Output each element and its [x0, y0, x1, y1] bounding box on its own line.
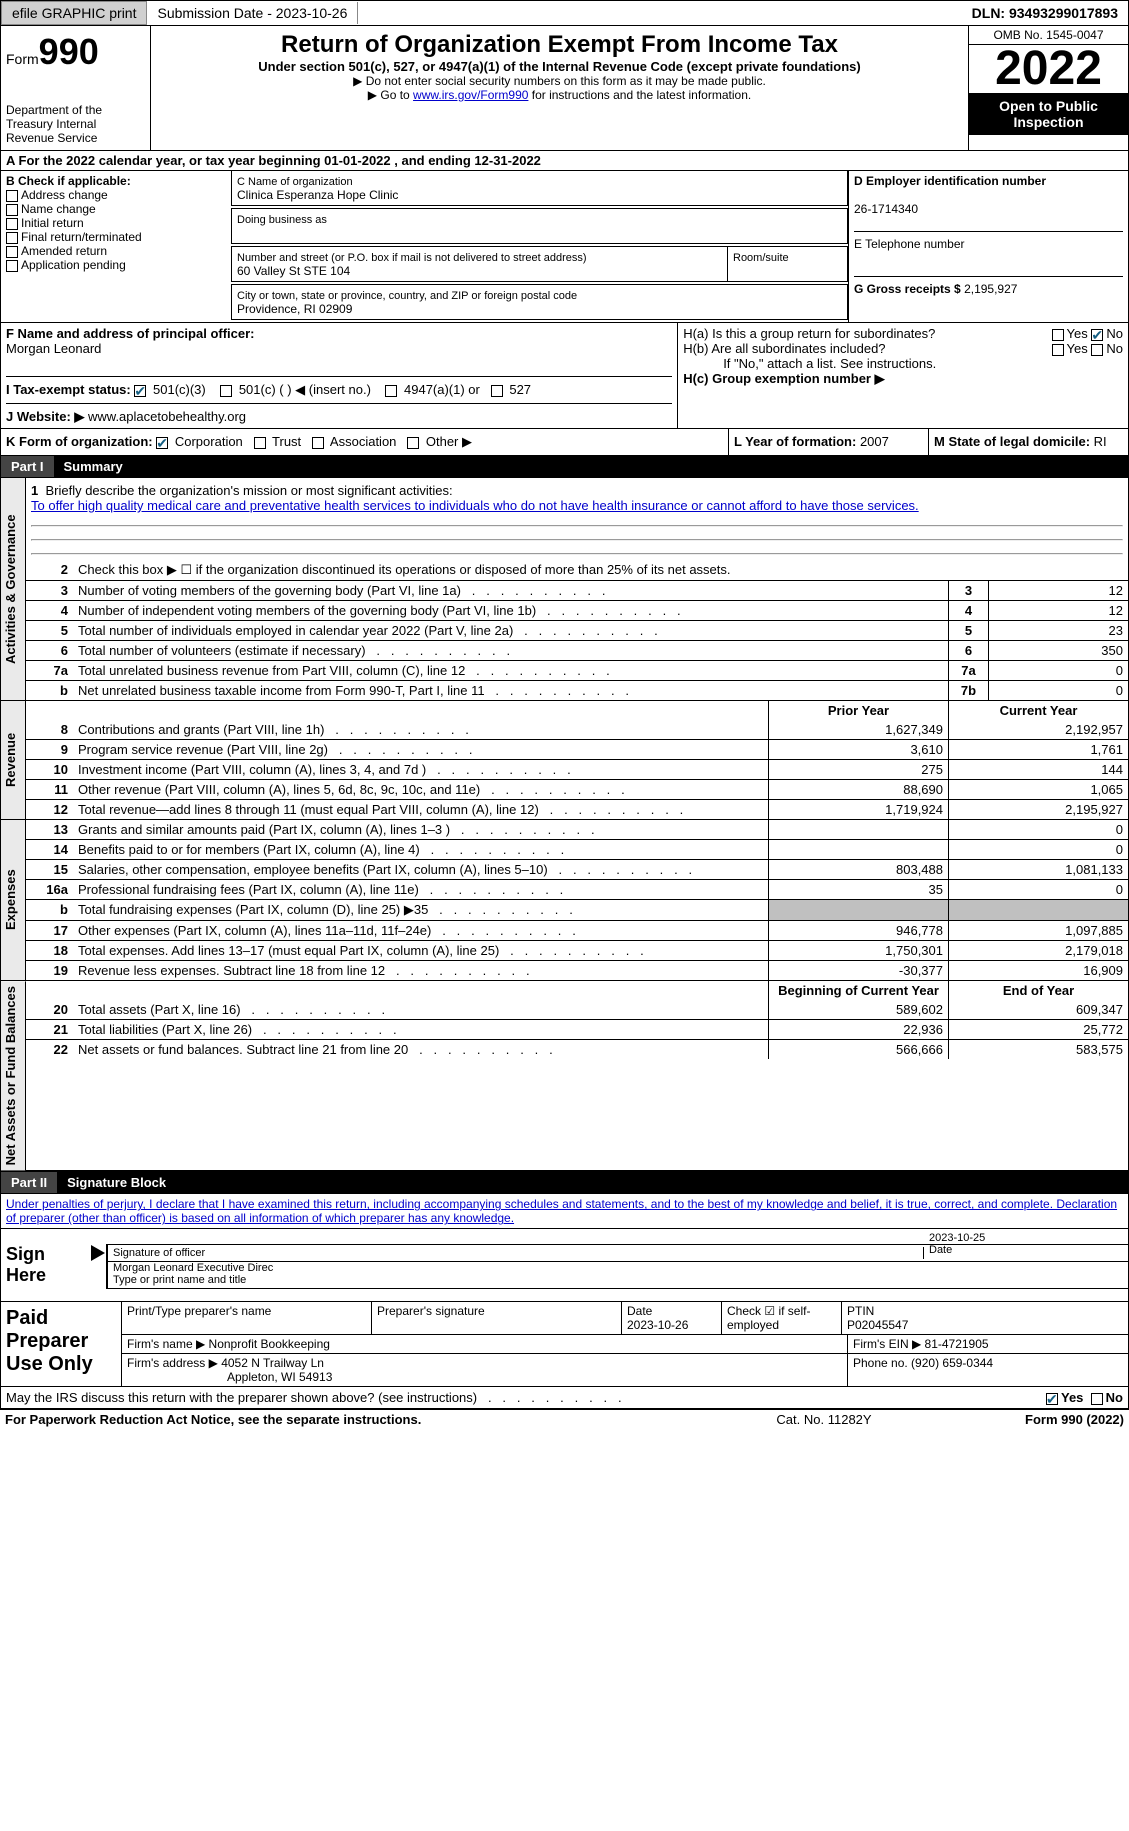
dln: DLN: 93493299017893 [962, 2, 1128, 24]
irs-link[interactable]: www.irs.gov/Form990 [413, 88, 528, 102]
vtab-netassets: Net Assets or Fund Balances [1, 981, 26, 1170]
chk-527[interactable] [491, 385, 503, 397]
part2-header: Part II Signature Block [0, 1171, 1129, 1194]
col-DEG: D Employer identification number26-17143… [848, 171, 1128, 322]
chk-ha-no[interactable] [1091, 329, 1103, 341]
chk-hb-yes[interactable] [1052, 344, 1064, 356]
summary-line: 12Total revenue—add lines 8 through 11 (… [26, 799, 1128, 819]
gross-receipts: 2,195,927 [964, 282, 1017, 296]
efile-print-button[interactable]: efile GRAPHIC print [1, 1, 147, 25]
chk-501c[interactable] [220, 385, 232, 397]
website: www.aplacetobehealthy.org [84, 409, 246, 424]
officer-name: Morgan Leonard [6, 341, 101, 356]
summary-line: 14Benefits paid to or for members (Part … [26, 839, 1128, 859]
summary-line: 10Investment income (Part VIII, column (… [26, 759, 1128, 779]
col-C: C Name of organization Clinica Esperanza… [231, 171, 848, 322]
summary-line: 22Net assets or fund balances. Subtract … [26, 1039, 1128, 1059]
tax-year: 2022 [969, 45, 1128, 93]
summary-line: 6Total number of volunteers (estimate if… [26, 640, 1128, 660]
form-title: Return of Organization Exempt From Incom… [156, 31, 963, 59]
section-BCD: B Check if applicable: Address change Na… [0, 170, 1129, 322]
summary-line: 18Total expenses. Add lines 13–17 (must … [26, 940, 1128, 960]
dept-treasury: Department of the Treasury Internal Reve… [6, 103, 145, 145]
chk-501c3[interactable] [134, 385, 146, 397]
summary-line: 11Other revenue (Part VIII, column (A), … [26, 779, 1128, 799]
phone-label: E Telephone number [854, 237, 965, 251]
chk-hb-no[interactable] [1091, 344, 1103, 356]
chk-initial[interactable]: Initial return [6, 216, 226, 230]
open-inspection: Open to Public Inspection [969, 93, 1128, 135]
org-address: 60 Valley St STE 104 [237, 264, 350, 278]
arrow-icon [91, 1245, 105, 1261]
summary-line: 4Number of independent voting members of… [26, 600, 1128, 620]
chk-ha-yes[interactable] [1052, 329, 1064, 341]
chk-final[interactable]: Final return/terminated [6, 230, 226, 244]
section-netassets: Net Assets or Fund Balances Beginning of… [0, 981, 1129, 1171]
summary-line: 5Total number of individuals employed in… [26, 620, 1128, 640]
section-expenses: Expenses 13Grants and similar amounts pa… [0, 820, 1129, 981]
part1-header: Part I Summary [0, 455, 1129, 478]
submission-date: Submission Date - 2023-10-26 [147, 2, 358, 24]
form-header: Form990 Department of the Treasury Inter… [0, 26, 1129, 150]
section-revenue: Revenue Prior YearCurrent Year 8Contribu… [0, 701, 1129, 820]
summary-line: 20Total assets (Part X, line 16)589,6026… [26, 1000, 1128, 1019]
section-KLM: K Form of organization: Corporation Trus… [0, 428, 1129, 455]
col-B: B Check if applicable: Address change Na… [1, 171, 231, 322]
summary-line: 8Contributions and grants (Part VIII, li… [26, 720, 1128, 739]
org-city: Providence, RI 02909 [237, 302, 352, 316]
ssn-note: ▶ Do not enter social security numbers o… [156, 74, 963, 88]
chk-corp[interactable] [156, 437, 168, 449]
summary-line: 9Program service revenue (Part VIII, lin… [26, 739, 1128, 759]
year-formation: 2007 [860, 434, 889, 449]
form-number: Form990 [6, 31, 145, 73]
irs-discuss: May the IRS discuss this return with the… [0, 1387, 1129, 1409]
dba-label: Doing business as [237, 214, 327, 226]
line-A: A For the 2022 calendar year, or tax yea… [0, 150, 1129, 170]
paid-preparer: Paid Preparer Use Only Print/Type prepar… [0, 1302, 1129, 1387]
summary-line: 17Other expenses (Part IX, column (A), l… [26, 920, 1128, 940]
summary-line: 21Total liabilities (Part X, line 26)22,… [26, 1019, 1128, 1039]
mission-text: To offer high quality medical care and p… [31, 498, 919, 513]
chk-assoc[interactable] [312, 437, 324, 449]
chk-pending[interactable]: Application pending [6, 258, 226, 272]
chk-irs-yes[interactable] [1046, 1393, 1058, 1405]
chk-trust[interactable] [254, 437, 266, 449]
summary-line: bNet unrelated business taxable income f… [26, 680, 1128, 700]
chk-irs-no[interactable] [1091, 1393, 1103, 1405]
section-governance: Activities & Governance 1 Briefly descri… [0, 478, 1129, 701]
signer-name: Morgan Leonard Executive Direc [113, 1262, 1123, 1274]
summary-line: 15Salaries, other compensation, employee… [26, 859, 1128, 879]
summary-line: 7aTotal unrelated business revenue from … [26, 660, 1128, 680]
sign-here: Sign Here Signature of officer 2023-10-2… [0, 1229, 1129, 1302]
chk-other[interactable] [407, 437, 419, 449]
summary-line: 16aProfessional fundraising fees (Part I… [26, 879, 1128, 899]
chk-address[interactable]: Address change [6, 188, 226, 202]
summary-line: bTotal fundraising expenses (Part IX, co… [26, 899, 1128, 920]
vtab-revenue: Revenue [1, 701, 26, 819]
state-domicile: RI [1094, 434, 1107, 449]
vtab-governance: Activities & Governance [1, 478, 26, 700]
chk-4947[interactable] [385, 385, 397, 397]
ein: 26-1714340 [854, 202, 918, 216]
summary-line: 13Grants and similar amounts paid (Part … [26, 820, 1128, 839]
form-subtitle: Under section 501(c), 527, or 4947(a)(1)… [156, 59, 963, 74]
penalty-text: Under penalties of perjury, I declare th… [0, 1194, 1129, 1229]
summary-line: 19Revenue less expenses. Subtract line 1… [26, 960, 1128, 980]
chk-amended[interactable]: Amended return [6, 244, 226, 258]
vtab-expenses: Expenses [1, 820, 26, 980]
room-label: Room/suite [733, 252, 789, 264]
org-name: Clinica Esperanza Hope Clinic [237, 188, 398, 202]
summary-line: 3Number of voting members of the governi… [26, 580, 1128, 600]
page-footer: For Paperwork Reduction Act Notice, see … [0, 1409, 1129, 1429]
chk-name[interactable]: Name change [6, 202, 226, 216]
section-FH: F Name and address of principal officer:… [0, 322, 1129, 428]
goto-note: ▶ Go to www.irs.gov/Form990 for instruct… [156, 88, 963, 102]
top-toolbar: efile GRAPHIC print Submission Date - 20… [0, 0, 1129, 26]
